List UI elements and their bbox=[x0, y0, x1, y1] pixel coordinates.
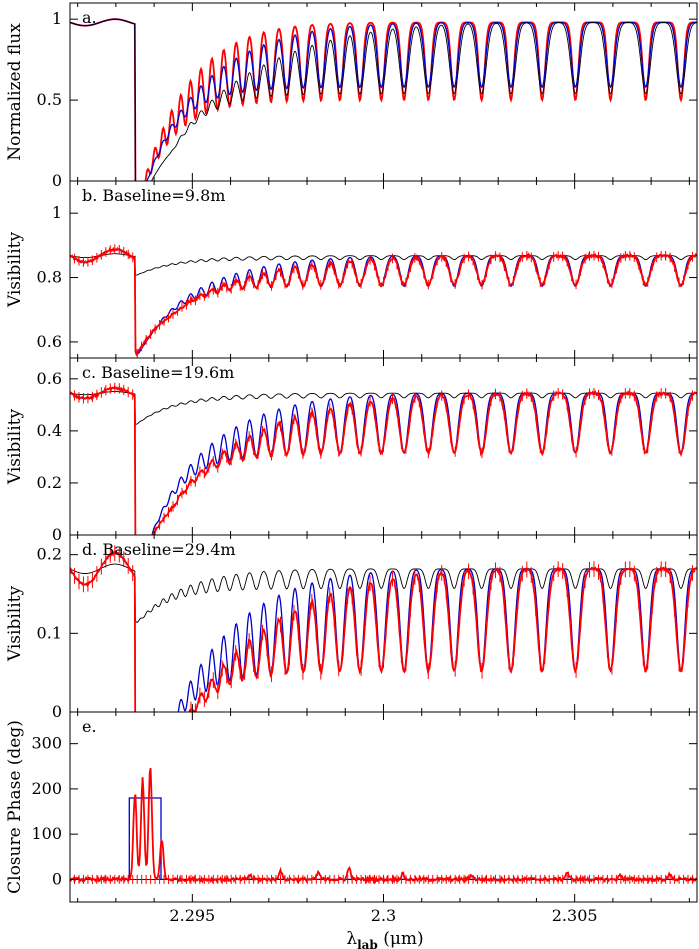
y-tick-label: 0.5 bbox=[37, 90, 62, 109]
y-tick-label: 0.1 bbox=[37, 623, 62, 642]
y-axis-title: Normalized flux bbox=[5, 23, 25, 161]
plot-area bbox=[70, 545, 697, 712]
panel-e-closure-phase: 0 100 200 300 2.295 2.3 2.305 e. Closure Phase (… bbox=[5, 711, 698, 925]
y-tick-label: 0 bbox=[52, 171, 62, 190]
y-axis-title: Visibility bbox=[5, 586, 25, 663]
y-tick-label: 0 bbox=[52, 702, 62, 721]
y-tick-label: 0.6 bbox=[37, 369, 62, 388]
series-model-black bbox=[70, 18, 697, 181]
panel-b-visibility-9-8m: 0.6 0.8 1 b. Baseline=9.8m Visibility bbox=[5, 180, 698, 359]
panel-frame bbox=[69, 180, 698, 359]
x-tick-label: 2.3 bbox=[371, 906, 396, 925]
y-tick-label: 300 bbox=[31, 734, 62, 753]
series-observed bbox=[70, 767, 697, 885]
panel-label: a. bbox=[82, 8, 97, 27]
x-axis-title-main: λ bbox=[346, 929, 357, 949]
y-tick-label: 1 bbox=[52, 203, 62, 222]
error-bars bbox=[70, 545, 697, 712]
y-tick-label: 200 bbox=[31, 779, 62, 798]
y-tick-label: 0.6 bbox=[37, 332, 62, 351]
y-tick-label: 0.2 bbox=[37, 545, 62, 564]
y-axis-title: Visibility bbox=[5, 409, 25, 486]
panel-label: c. Baseline=19.6m bbox=[82, 363, 234, 382]
panel-label: d. Baseline=29.4m bbox=[82, 540, 236, 559]
y-tick-label: 0 bbox=[52, 869, 62, 888]
y-axis-title: Visibility bbox=[5, 232, 25, 309]
y-tick-label: 1 bbox=[52, 9, 62, 28]
y-tick-label: 0.8 bbox=[37, 268, 62, 287]
x-axis-title-subscript: lab bbox=[357, 938, 378, 949]
y-tick-label: 100 bbox=[31, 824, 62, 843]
panel-frame bbox=[69, 711, 698, 903]
panel-d-visibility-29-4m: 0 0.1 0.2 d. Baseline=29.4m Visibility bbox=[5, 534, 698, 721]
x-tick-label: 2.305 bbox=[552, 906, 598, 925]
plot-area bbox=[70, 382, 697, 535]
y-tick-label: 0.4 bbox=[37, 421, 62, 440]
x-axis-title-unit: (μm) bbox=[378, 929, 424, 949]
panel-label: e. bbox=[82, 717, 97, 736]
error-bars bbox=[70, 874, 697, 884]
error-bars bbox=[70, 244, 697, 358]
panel-frame bbox=[69, 534, 698, 713]
y-tick-label: 0.2 bbox=[37, 473, 62, 492]
y-tick-label: 0 bbox=[52, 525, 62, 544]
plot-area bbox=[70, 767, 697, 885]
panel-label: b. Baseline=9.8m bbox=[82, 186, 225, 205]
x-axis-title: λlab (μm) bbox=[346, 929, 423, 949]
plot-area bbox=[70, 18, 697, 181]
x-tick-label: 2.295 bbox=[169, 906, 215, 925]
plot-area bbox=[70, 244, 697, 358]
panel-a-normalized-flux: 0 0.5 1 a. Normalized flux bbox=[5, 2, 698, 190]
y-axis-title: Closure Phase (deg) bbox=[5, 720, 25, 894]
error-bars bbox=[70, 382, 697, 535]
